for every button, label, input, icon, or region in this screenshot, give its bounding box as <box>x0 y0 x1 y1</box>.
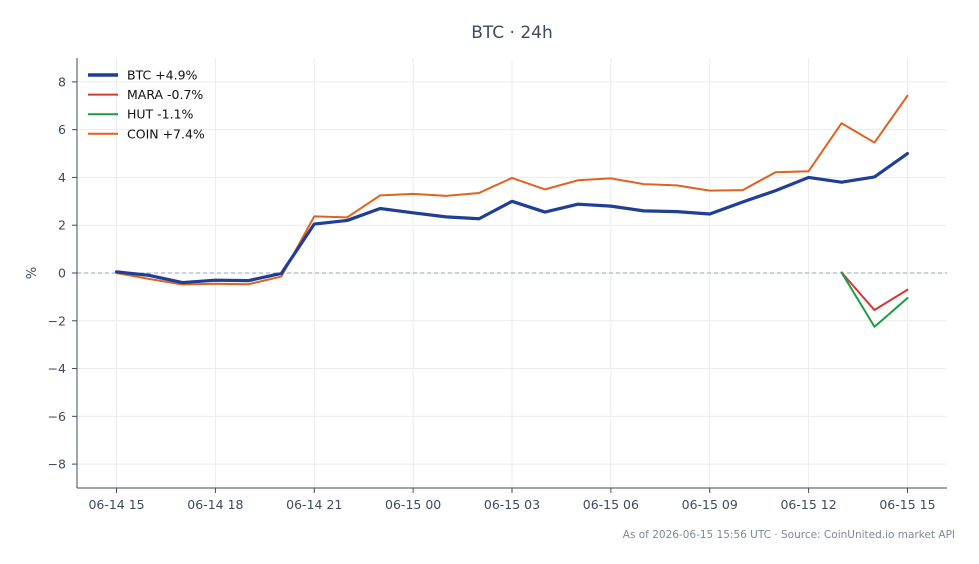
series-line-0 <box>114 151 910 285</box>
x-tick-label-6: 06-15 09 <box>682 497 738 512</box>
legend: BTC +4.9% MARA -0.7% HUT -1.1% COIN +7.4% <box>88 68 205 141</box>
chart-title: BTC · 24h <box>471 23 553 43</box>
x-tick-label-2: 06-14 21 <box>286 497 342 512</box>
y-tick-label-3: −2 <box>48 313 66 328</box>
x-tick-label-5: 06-15 06 <box>583 497 639 512</box>
legend-label-0: BTC +4.9% <box>127 68 198 83</box>
legend-label-1: MARA -0.7% <box>127 87 203 102</box>
x-tick-label-3: 06-15 00 <box>385 497 441 512</box>
y-tick-label-4: 0 <box>58 266 66 281</box>
series-lines <box>114 94 910 328</box>
series-line-3 <box>115 94 909 286</box>
y-tick-label-2: −4 <box>48 361 66 376</box>
y-axis-label: % <box>25 267 40 279</box>
x-tick-label-0: 06-14 15 <box>88 497 144 512</box>
y-tick-label-6: 4 <box>58 170 66 185</box>
legend-label-2: HUT -1.1% <box>127 107 194 122</box>
y-tick-label-7: 6 <box>58 122 66 137</box>
legend-label-3: COIN +7.4% <box>127 126 205 141</box>
x-tick-label-1: 06-14 18 <box>187 497 243 512</box>
y-tick-label-0: −8 <box>48 457 66 472</box>
footer-source-note: As of 2026-06-15 15:56 UTC · Source: Coi… <box>623 529 955 541</box>
x-tick-label-7: 06-15 12 <box>780 497 836 512</box>
y-tick-label-1: −6 <box>48 409 66 424</box>
tick-labels: 06-14 15 06-14 18 06-14 21 06-15 00 06-15 03… <box>48 74 936 512</box>
x-tick-label-4: 06-15 03 <box>484 497 540 512</box>
y-tick-label-8: 8 <box>58 74 66 89</box>
series-line-1 <box>840 271 909 312</box>
series-line-2 <box>840 271 909 328</box>
x-tick-label-8: 06-15 15 <box>879 497 935 512</box>
y-tick-label-5: 2 <box>58 218 66 233</box>
